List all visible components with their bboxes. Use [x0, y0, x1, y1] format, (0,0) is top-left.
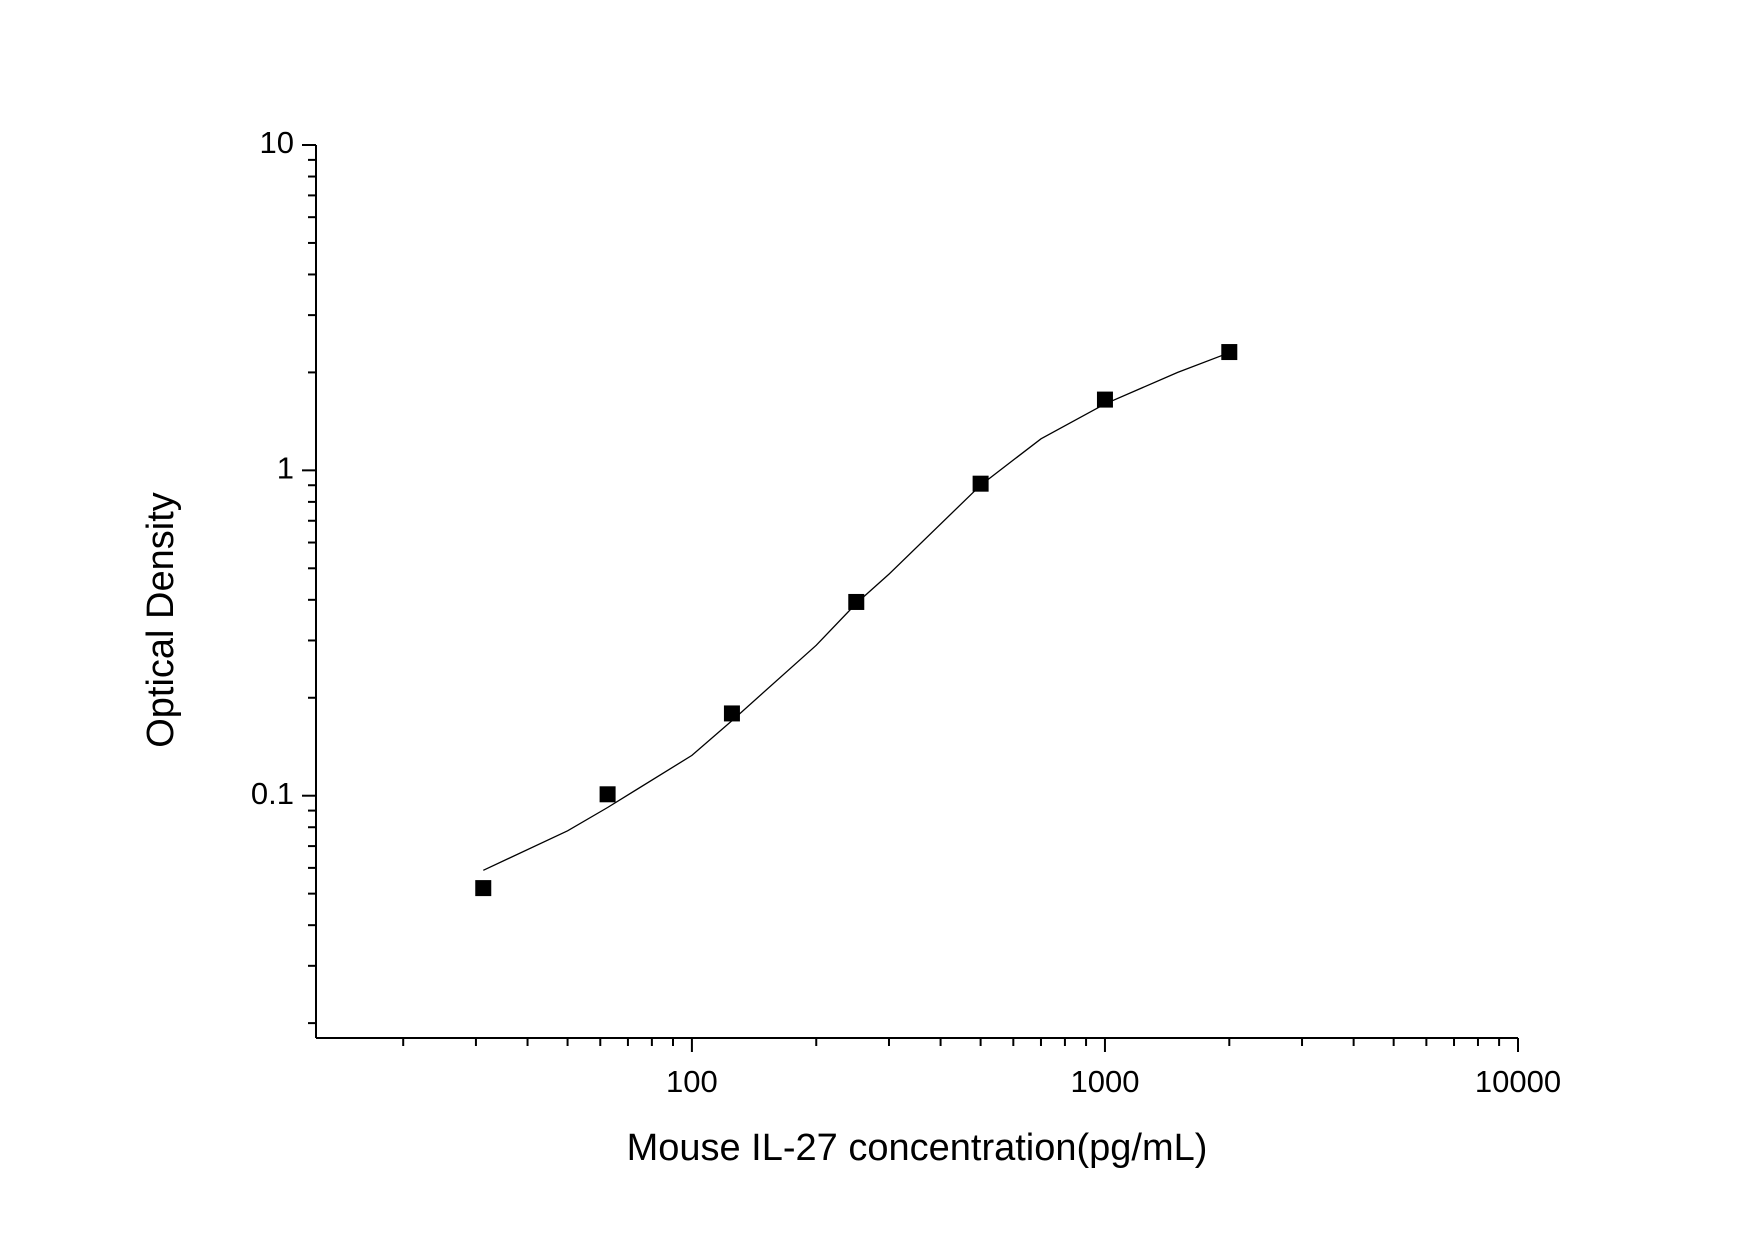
y-tick-label: 1 — [277, 451, 294, 486]
x-tick-label: 1000 — [1070, 1064, 1139, 1099]
data-point — [599, 786, 616, 803]
data-point — [1096, 391, 1113, 408]
x-tick-label: 10000 — [1475, 1064, 1561, 1099]
data-point — [1221, 344, 1238, 361]
data-point — [848, 593, 865, 610]
fit-curve — [483, 352, 1230, 871]
x-axis-title: Mouse IL-27 concentration(pg/mL) — [627, 1127, 1208, 1169]
data-point — [475, 880, 492, 897]
data-point — [972, 475, 989, 492]
y-tick-label: 10 — [260, 125, 294, 160]
y-axis-title: Optical Density — [140, 492, 182, 748]
x-tick-label: 100 — [666, 1064, 718, 1099]
y-tick-label: 0.1 — [251, 776, 294, 811]
data-point — [723, 705, 740, 722]
